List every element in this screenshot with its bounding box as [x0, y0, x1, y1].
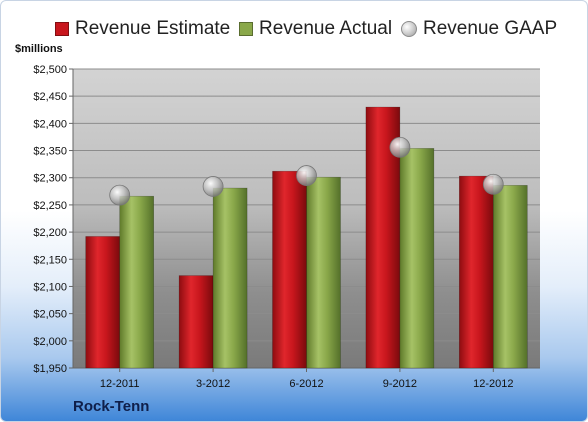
y-tick-label: $2,400	[33, 118, 67, 130]
point-revenue-gaap	[482, 173, 504, 195]
company-name: Rock-Tenn	[73, 398, 150, 415]
legend-swatch-actual	[239, 22, 253, 36]
legend-item-estimate: Revenue Estimate	[55, 17, 230, 41]
x-tick-label: 3-2012	[196, 378, 230, 390]
y-tick-label: $2,200	[33, 227, 67, 239]
y-tick-label: $1,950	[33, 363, 67, 375]
legend-swatch-gaap	[401, 21, 417, 37]
legend-item-gaap: Revenue GAAP	[401, 17, 557, 41]
legend-swatch-estimate	[55, 22, 69, 36]
y-tick-label: $2,050	[33, 309, 67, 321]
bar-revenue-estimate	[458, 175, 494, 369]
y-tick-label: $2,000	[33, 336, 67, 348]
y-tick-label: $2,500	[33, 64, 67, 76]
bar-revenue-actual	[306, 176, 341, 369]
y-tick-label: $2,450	[33, 91, 67, 103]
bar-revenue-actual	[492, 185, 528, 369]
y-axis-units-label: $millions	[15, 43, 63, 55]
legend-label-actual: Revenue Actual	[259, 18, 393, 39]
legend-item-actual: Revenue Actual	[239, 17, 392, 41]
y-tick-label: $2,350	[33, 146, 67, 158]
point-revenue-gaap	[296, 165, 317, 186]
bar-revenue-actual	[399, 148, 435, 369]
x-tick-label: 12-2012	[473, 378, 513, 390]
bar-revenue-estimate	[85, 236, 120, 369]
x-tick-label: 6-2012	[289, 378, 323, 390]
bar-revenue-actual	[212, 187, 248, 369]
bar-revenue-estimate	[178, 275, 214, 369]
legend-label-gaap: Revenue GAAP	[423, 18, 558, 39]
y-tick-label: $2,150	[33, 254, 67, 266]
bar-revenue-actual	[119, 195, 154, 369]
x-tick-label: 12-2011	[100, 378, 140, 390]
point-revenue-gaap	[202, 176, 224, 197]
point-revenue-gaap	[389, 136, 411, 158]
y-tick-label: $2,300	[33, 173, 67, 185]
legend-label-estimate: Revenue Estimate	[75, 18, 231, 39]
x-tick-label: 9-2012	[383, 378, 417, 390]
bar-revenue-estimate	[272, 170, 307, 369]
y-tick-label: $2,100	[33, 281, 67, 293]
y-tick-label: $2,250	[33, 200, 67, 212]
legend: Revenue Estimate Revenue Actual Revenue …	[1, 17, 587, 41]
point-revenue-gaap	[109, 184, 131, 206]
